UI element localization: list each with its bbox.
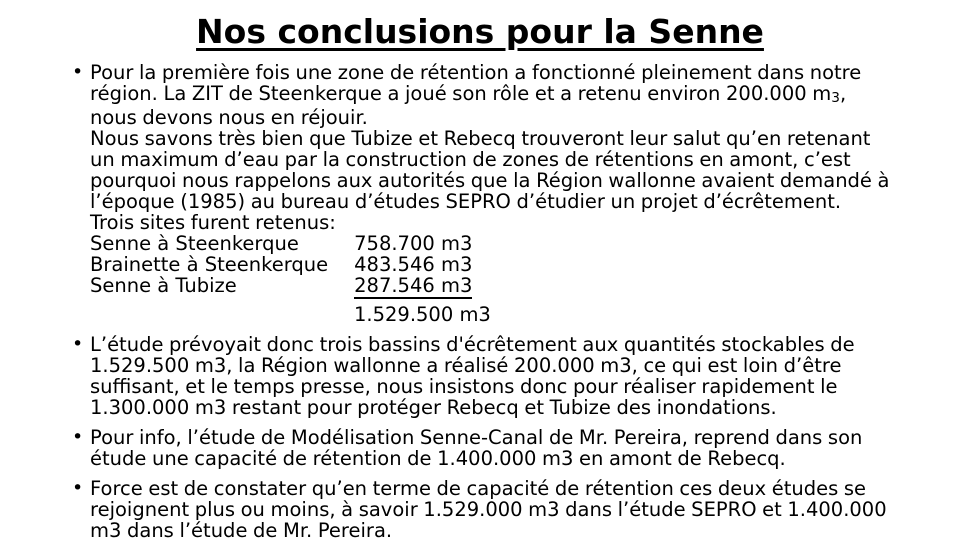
bullet-1-text-b: , nous devons nous en réjouir. [90, 82, 847, 129]
site-name: Senne à Tubize [90, 274, 237, 297]
bullet-marker-icon: • [72, 477, 84, 499]
bullet-marker-icon: • [72, 426, 84, 448]
site-value: 287.546 m3 [354, 274, 473, 299]
table-row: Senne à Steenkerque 758.700 m3 [90, 233, 472, 254]
site-name: Senne à Steenkerque [90, 232, 299, 255]
bullet-3-paragraph: Pour info, l’étude de Modélisation Senne… [90, 426, 863, 470]
bullet-1-paragraph-c: Nous savons très bien que Tubize et Rebe… [90, 127, 890, 213]
bullet-1-m3-subscript: 3 [831, 89, 840, 106]
sites-table: Senne à Steenkerque 758.700 m3 Brainette… [90, 233, 473, 299]
site-name: Brainette à Steenkerque [90, 253, 329, 276]
bullet-item-1: • Pour la première fois une zone de réte… [66, 61, 896, 326]
bullet-item-2: • L’étude prévoyait donc trois bassins d… [66, 333, 896, 419]
sites-total: 1.529.500 m3 [354, 303, 491, 326]
bullet-item-3: • Pour info, l’étude de Modélisation Sen… [66, 426, 896, 470]
bullet-item-4: • Force est de constater qu’en terme de … [66, 477, 896, 542]
bullet-marker-icon: • [72, 61, 84, 83]
page-title-text: Nos conclusions pour la Senne [196, 12, 764, 51]
bullet-1-text-a: Pour la première fois une zone de rétent… [90, 61, 862, 105]
site-value: 758.700 m3 [354, 232, 473, 255]
bullet-marker-icon: • [72, 333, 84, 355]
bullet-1-paragraph-a: Pour la première fois une zone de rétent… [90, 62, 896, 128]
table-row: Senne à Tubize 287.546 m3 [90, 274, 473, 299]
bullet-1-paragraph-d: Trois sites furent retenus: [90, 211, 336, 234]
bullet-2-paragraph: L’étude prévoyait donc trois bassins d'é… [90, 333, 855, 419]
page-title: Nos conclusions pour la Senne [0, 12, 960, 52]
site-value: 483.546 m3 [354, 253, 473, 276]
slide-body: • Pour la première fois une zone de réte… [66, 61, 896, 542]
bullet-4-paragraph: Force est de constater qu’en terme de ca… [90, 477, 887, 542]
table-row: Brainette à Steenkerque 483.546 m3 [90, 254, 472, 275]
